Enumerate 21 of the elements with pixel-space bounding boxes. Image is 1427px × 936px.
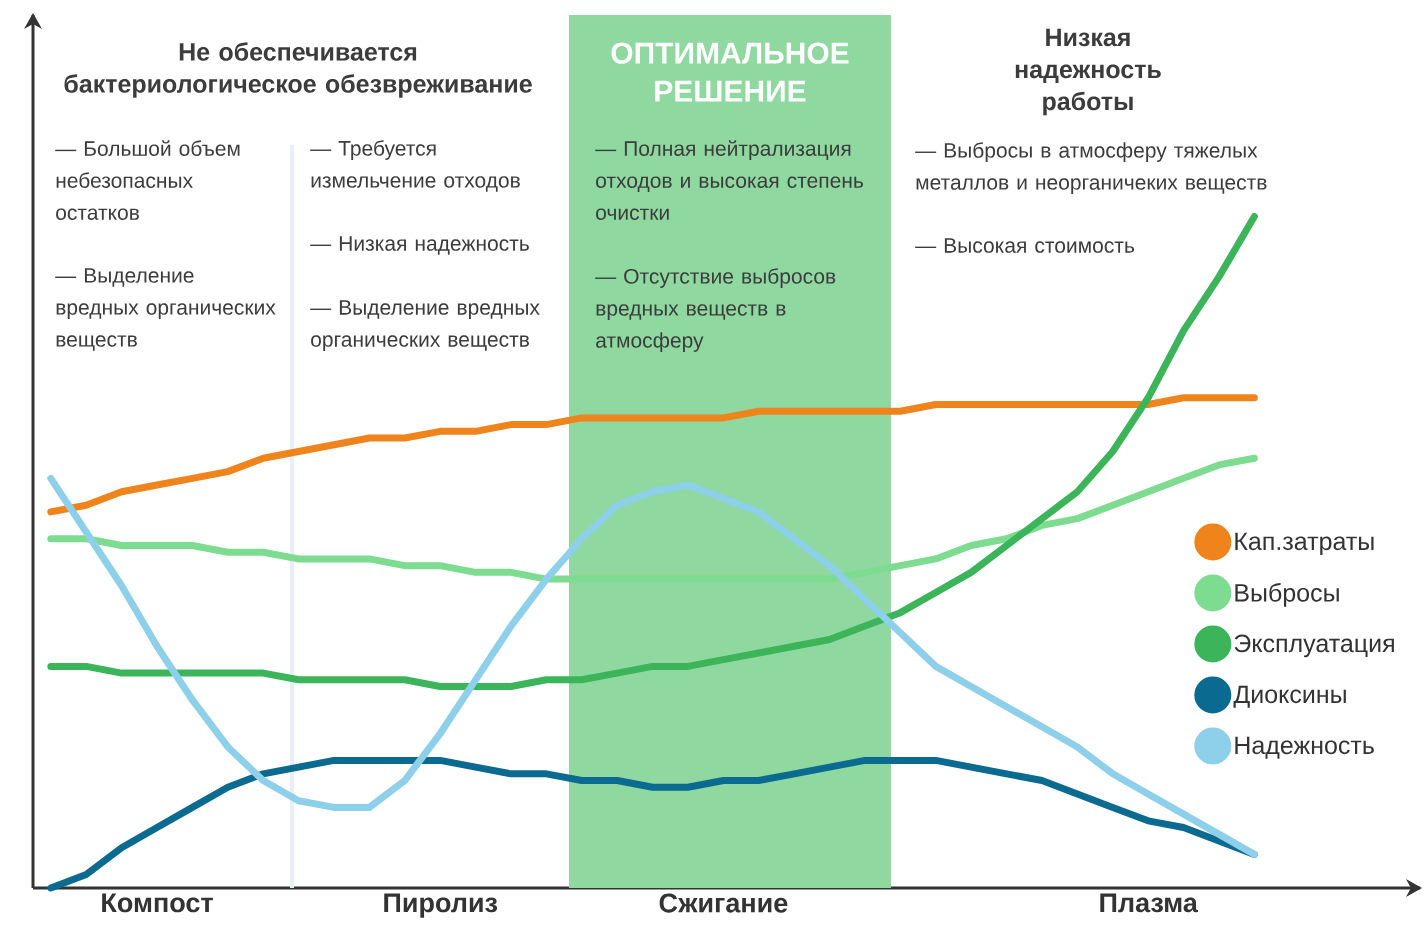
legend-label: Выбросы	[1235, 583, 1339, 607]
annotation: — Большой объем небезопасных остатков	[55, 140, 240, 220]
legend-label: Кап.затраты	[1235, 532, 1374, 556]
annotation: — Полная нейтрализация отходов и высокая степень очистки	[595, 140, 863, 220]
annotation: — Высокая стоимость	[915, 238, 1135, 253]
x-tick-label: Пиролиз	[384, 893, 498, 918]
annotation: — Низкая надежность	[310, 236, 529, 255]
text: Низкая надежность работы	[1015, 28, 1161, 116]
text: Не обеспечивается бактериологическое обезвреживание	[64, 42, 532, 98]
x-tick-label: Плазма	[1100, 893, 1199, 913]
annotation: — Выделение вредных органических веществ	[55, 268, 276, 351]
legend-label: Надежность	[1235, 736, 1374, 759]
x-tick-label: Компост	[102, 893, 213, 913]
legend-label: Эксплуатация	[1234, 634, 1394, 658]
x-tick-label: Сжигание	[659, 893, 788, 913]
text: — Выбросы в атмосферу тяжелых металлов и неорганичеких веществ	[915, 142, 1267, 194]
legend-label: Диоксины	[1233, 685, 1346, 708]
text: — Требуется измельчение отходов	[310, 140, 520, 192]
text: ОПТИМАЛЬНОЕ РЕШЕНИЕ	[611, 42, 849, 102]
annotation: — Выделение вредных органических веществ	[310, 300, 540, 351]
annotation: — Отсутствие выбросов вредных веществ в атмосферу	[595, 268, 836, 352]
